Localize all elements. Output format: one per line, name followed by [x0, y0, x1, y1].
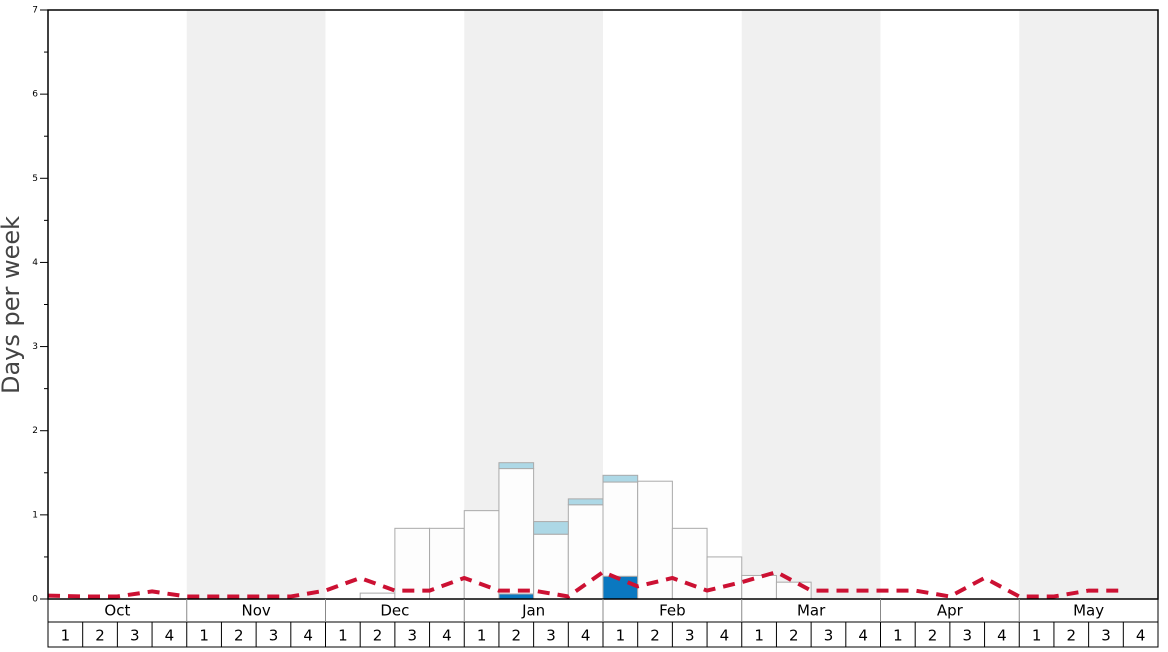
- month-label: Apr: [937, 602, 964, 620]
- x-tick-label: 4: [1136, 627, 1146, 645]
- bar-segment: [567, 498, 604, 506]
- month-label: Dec: [380, 602, 409, 620]
- x-tick-label: 4: [581, 627, 591, 645]
- x-tick-label: 3: [685, 627, 695, 645]
- bar-segment: [602, 474, 639, 483]
- y-tick-label: 1: [32, 510, 38, 520]
- bar-segment: [429, 527, 465, 600]
- x-tick-label: 1: [338, 627, 348, 645]
- bar-segment: [533, 521, 569, 535]
- month-label: Nov: [241, 602, 270, 620]
- month-label: May: [1073, 602, 1104, 620]
- x-tick-label: 2: [373, 627, 383, 645]
- x-tick-label: 3: [962, 627, 972, 645]
- y-tick-label: 0: [32, 595, 38, 605]
- x-tick-label: 1: [1032, 627, 1042, 645]
- x-tick-label: 1: [754, 627, 764, 645]
- bar-segment: [394, 527, 431, 600]
- x-tick-label: 3: [269, 627, 279, 645]
- y-tick-label: 6: [32, 90, 38, 100]
- bar-segment: [498, 468, 535, 595]
- month-band: [186, 10, 326, 599]
- x-tick-label: 1: [893, 627, 903, 645]
- y-tick-label: 4: [32, 258, 38, 268]
- x-tick-label: 1: [61, 627, 71, 645]
- bar-segment: [359, 592, 396, 600]
- bar-segment: [602, 575, 639, 600]
- bar-segment: [498, 593, 535, 600]
- bar-segment: [671, 527, 708, 600]
- x-tick-label: 4: [858, 627, 868, 645]
- x-tick-label: 3: [407, 627, 417, 645]
- x-tick-label: 4: [303, 627, 313, 645]
- x-tick-label: 2: [650, 627, 660, 645]
- bar-segment: [498, 462, 535, 470]
- x-tick-label: 3: [824, 627, 834, 645]
- x-tick-label: 3: [1101, 627, 1111, 645]
- y-tick-label: 7: [32, 6, 38, 16]
- line: [47, 569, 1124, 599]
- bar-segment: [706, 556, 743, 600]
- x-tick-label: 3: [130, 627, 140, 645]
- x-tick-label: 1: [477, 627, 487, 645]
- bar-segment: [602, 481, 639, 577]
- month-label: Jan: [521, 602, 545, 620]
- x-tick-label: 2: [234, 627, 244, 645]
- bar-segment: [775, 581, 812, 600]
- bar-segment: [533, 533, 569, 600]
- month-label: Oct: [104, 602, 130, 620]
- month-band: [741, 10, 881, 599]
- y-tick-label: 5: [32, 174, 38, 184]
- month-band: [1019, 10, 1158, 599]
- x-tick-label: 4: [442, 627, 452, 645]
- y-tick-label: 2: [32, 426, 38, 436]
- x-tick-label: 2: [789, 627, 799, 645]
- x-tick-label: 4: [997, 627, 1007, 645]
- x-tick-label: 2: [512, 627, 522, 645]
- x-tick-label: 1: [199, 627, 209, 645]
- y-axis-label: Days per week: [0, 216, 25, 394]
- x-tick-label: 2: [1067, 627, 1077, 645]
- x-tick-label: 3: [546, 627, 556, 645]
- x-tick-label: 2: [95, 627, 105, 645]
- y-tick-label: 3: [32, 342, 38, 352]
- x-tick-label: 1: [616, 627, 626, 645]
- month-label: Feb: [659, 602, 686, 620]
- x-tick-label: 4: [165, 627, 175, 645]
- month-label: Mar: [797, 602, 826, 620]
- x-tick-label: 4: [720, 627, 730, 645]
- x-tick-label: 2: [928, 627, 938, 645]
